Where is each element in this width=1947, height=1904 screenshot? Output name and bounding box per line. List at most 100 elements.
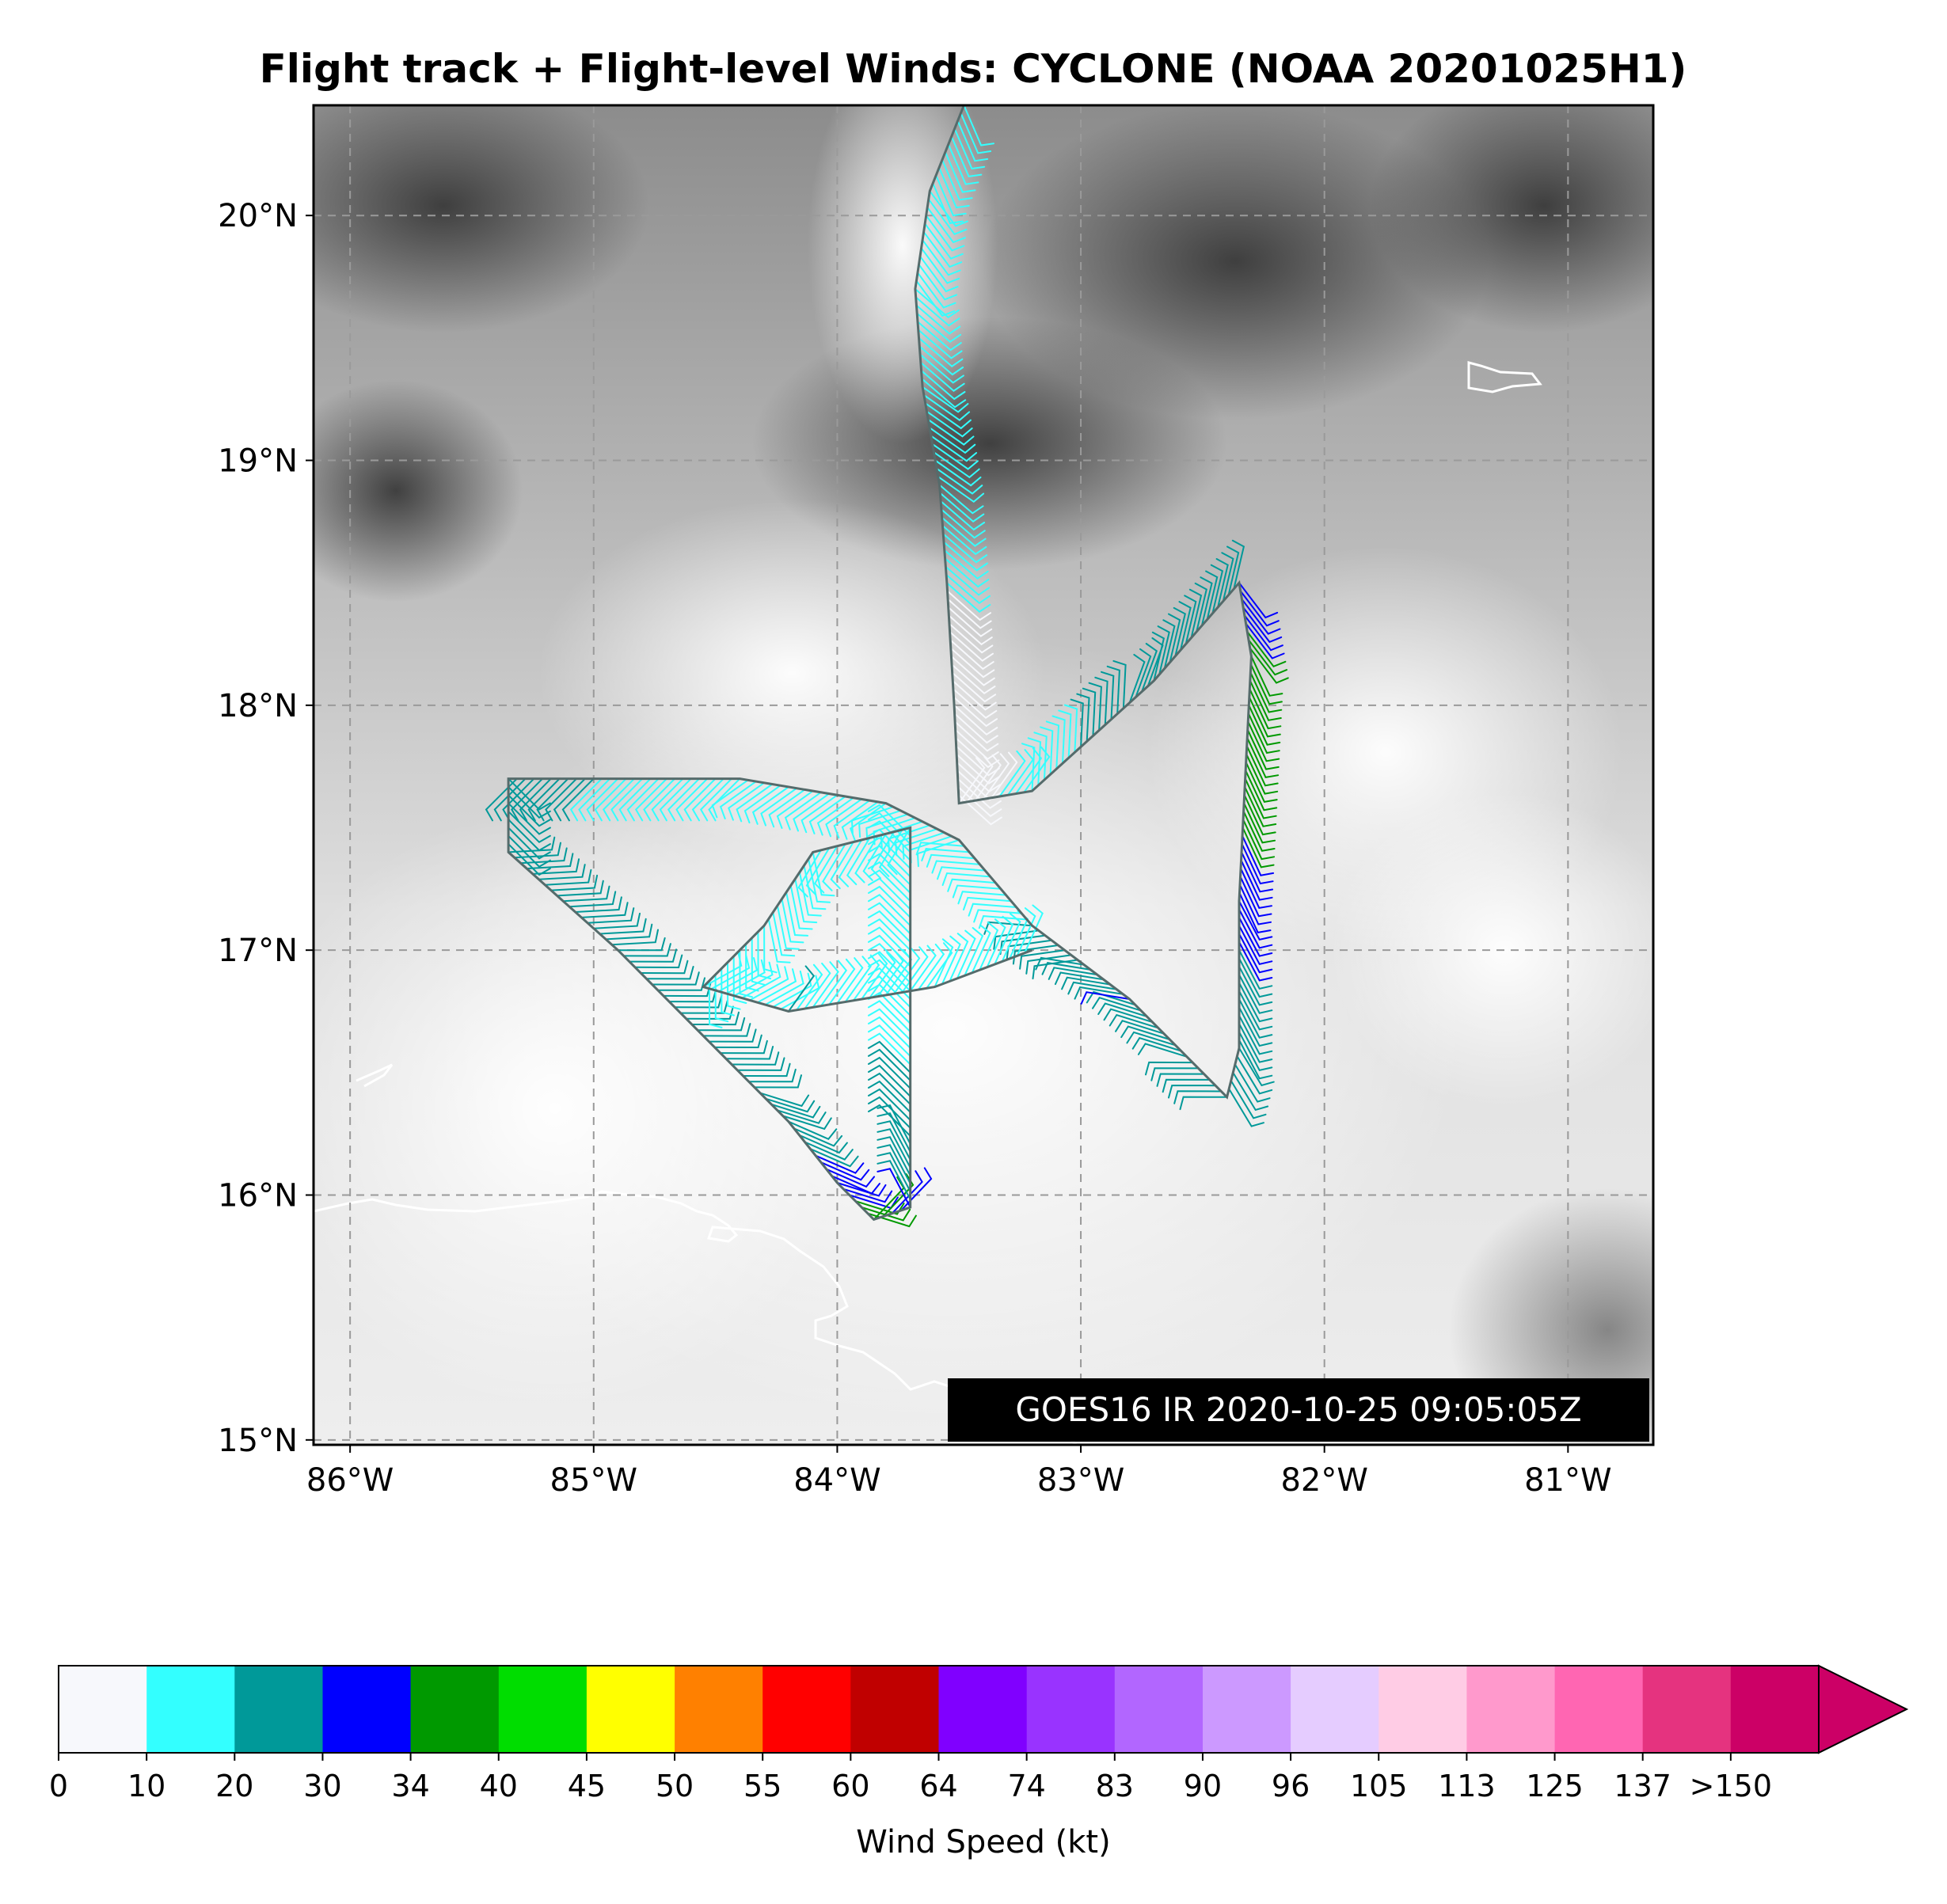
wind-barb	[963, 896, 1013, 910]
wind-barb	[868, 861, 911, 894]
colorbar-swatch	[1026, 1666, 1116, 1753]
wind-barb	[922, 386, 969, 413]
wind-barb	[569, 777, 603, 822]
wind-barb	[1210, 564, 1224, 614]
wind-barb	[922, 239, 961, 276]
wind-barb	[949, 647, 995, 678]
wind-barb	[731, 1051, 780, 1066]
wind-barb	[1141, 643, 1158, 693]
wind-barb	[926, 206, 966, 244]
wind-barb	[909, 944, 937, 992]
wind-barb	[930, 435, 978, 462]
wind-barb	[919, 361, 965, 392]
wind-barb	[798, 1134, 848, 1154]
wind-barb	[1112, 659, 1127, 709]
wind-barb	[951, 671, 997, 703]
colorbar-extend-arrow	[1818, 1664, 1909, 1754]
wind-barb	[868, 902, 911, 935]
wind-barb	[798, 871, 822, 917]
barb-segment	[915, 190, 968, 317]
wind-barb	[1231, 539, 1245, 590]
wind-barb	[925, 215, 965, 252]
wind-barb	[1131, 1036, 1182, 1052]
wind-barb	[508, 834, 551, 868]
wind-barb	[958, 757, 986, 804]
wind-barb	[936, 467, 983, 495]
barb-segment	[569, 777, 741, 822]
wind-barb	[1249, 688, 1282, 730]
wind-barb	[1238, 892, 1272, 934]
wind-barb	[1238, 1039, 1273, 1080]
wind-barb	[1245, 753, 1279, 795]
wind-barb	[986, 918, 1006, 968]
wind-barb	[592, 912, 641, 929]
wind-barb	[870, 830, 896, 880]
wind-barb	[971, 924, 991, 974]
wind-barb	[809, 1148, 859, 1168]
wind-barb	[877, 1112, 911, 1153]
wind-barb	[1178, 601, 1192, 652]
lon-tick-label: 83°W	[1037, 1462, 1124, 1499]
wind-barb	[833, 800, 871, 839]
barb-segment	[711, 779, 887, 842]
colorbar-tick-label: 83	[1096, 1769, 1134, 1803]
colorbar-tick-label: 55	[743, 1769, 781, 1803]
wind-barb	[1041, 961, 1092, 975]
wind-barb	[508, 827, 551, 860]
wind-barb	[1242, 606, 1283, 644]
wind-barb	[618, 777, 652, 822]
colorbar-swatch	[938, 1666, 1028, 1753]
wind-barb	[513, 842, 561, 859]
wind-barb	[949, 631, 994, 662]
wind-barb	[868, 1056, 911, 1089]
wind-barb	[736, 1057, 785, 1071]
wind-barb	[717, 957, 759, 993]
wind-barb	[816, 796, 854, 836]
wind-barb	[1244, 786, 1277, 827]
wind-barb	[1242, 810, 1276, 852]
wind-barb	[846, 837, 871, 886]
wind-barb	[1248, 704, 1281, 746]
barb-segment	[868, 1048, 911, 1208]
wind-barb	[610, 777, 644, 822]
wind-barb	[877, 1160, 911, 1200]
wind-barb	[924, 402, 972, 430]
wind-barb	[1162, 619, 1176, 670]
wind-barb	[1240, 859, 1273, 901]
wind-barb	[1025, 954, 1072, 975]
barb-segment	[1238, 582, 1289, 684]
wind-barb	[1230, 1080, 1267, 1119]
wind-barb	[948, 614, 993, 646]
wind-barb	[893, 948, 921, 995]
wind-barb	[991, 751, 1018, 799]
wind-barb	[805, 847, 831, 895]
wind-barb	[921, 848, 971, 862]
wind-barb	[508, 794, 551, 827]
wind-barb	[854, 834, 879, 884]
colorbar-swatch	[498, 1666, 588, 1753]
barb-segment	[1238, 753, 1279, 934]
colorbar-swatches	[59, 1666, 1820, 1753]
wind-barb	[891, 1170, 923, 1214]
colorbar-tick-label: 137	[1614, 1769, 1671, 1803]
wind-barb	[1021, 743, 1036, 792]
wind-barb	[776, 1109, 827, 1124]
wind-barb	[1242, 827, 1275, 868]
wind-barb	[708, 1028, 757, 1043]
wind-barb	[953, 127, 986, 170]
wind-barb	[1184, 595, 1197, 645]
colorbar-tick-label: 113	[1438, 1769, 1496, 1803]
wind-barb	[940, 508, 986, 539]
wind-barb	[767, 918, 791, 963]
colorbar: 0 10 20 30 34 40 45 50 55 60 64 74 83 90 96 105 113 125 13…	[49, 1664, 1909, 1860]
wind-barb	[1150, 1067, 1200, 1081]
barb-segment	[787, 942, 953, 1013]
wind-barb	[1015, 747, 1043, 795]
wind-barb	[935, 174, 967, 217]
wind-barb	[1063, 704, 1078, 754]
wind-barb	[685, 1005, 734, 1020]
barb-segment	[922, 386, 985, 504]
wind-barb	[868, 1104, 911, 1137]
wind-barb	[1045, 720, 1060, 770]
